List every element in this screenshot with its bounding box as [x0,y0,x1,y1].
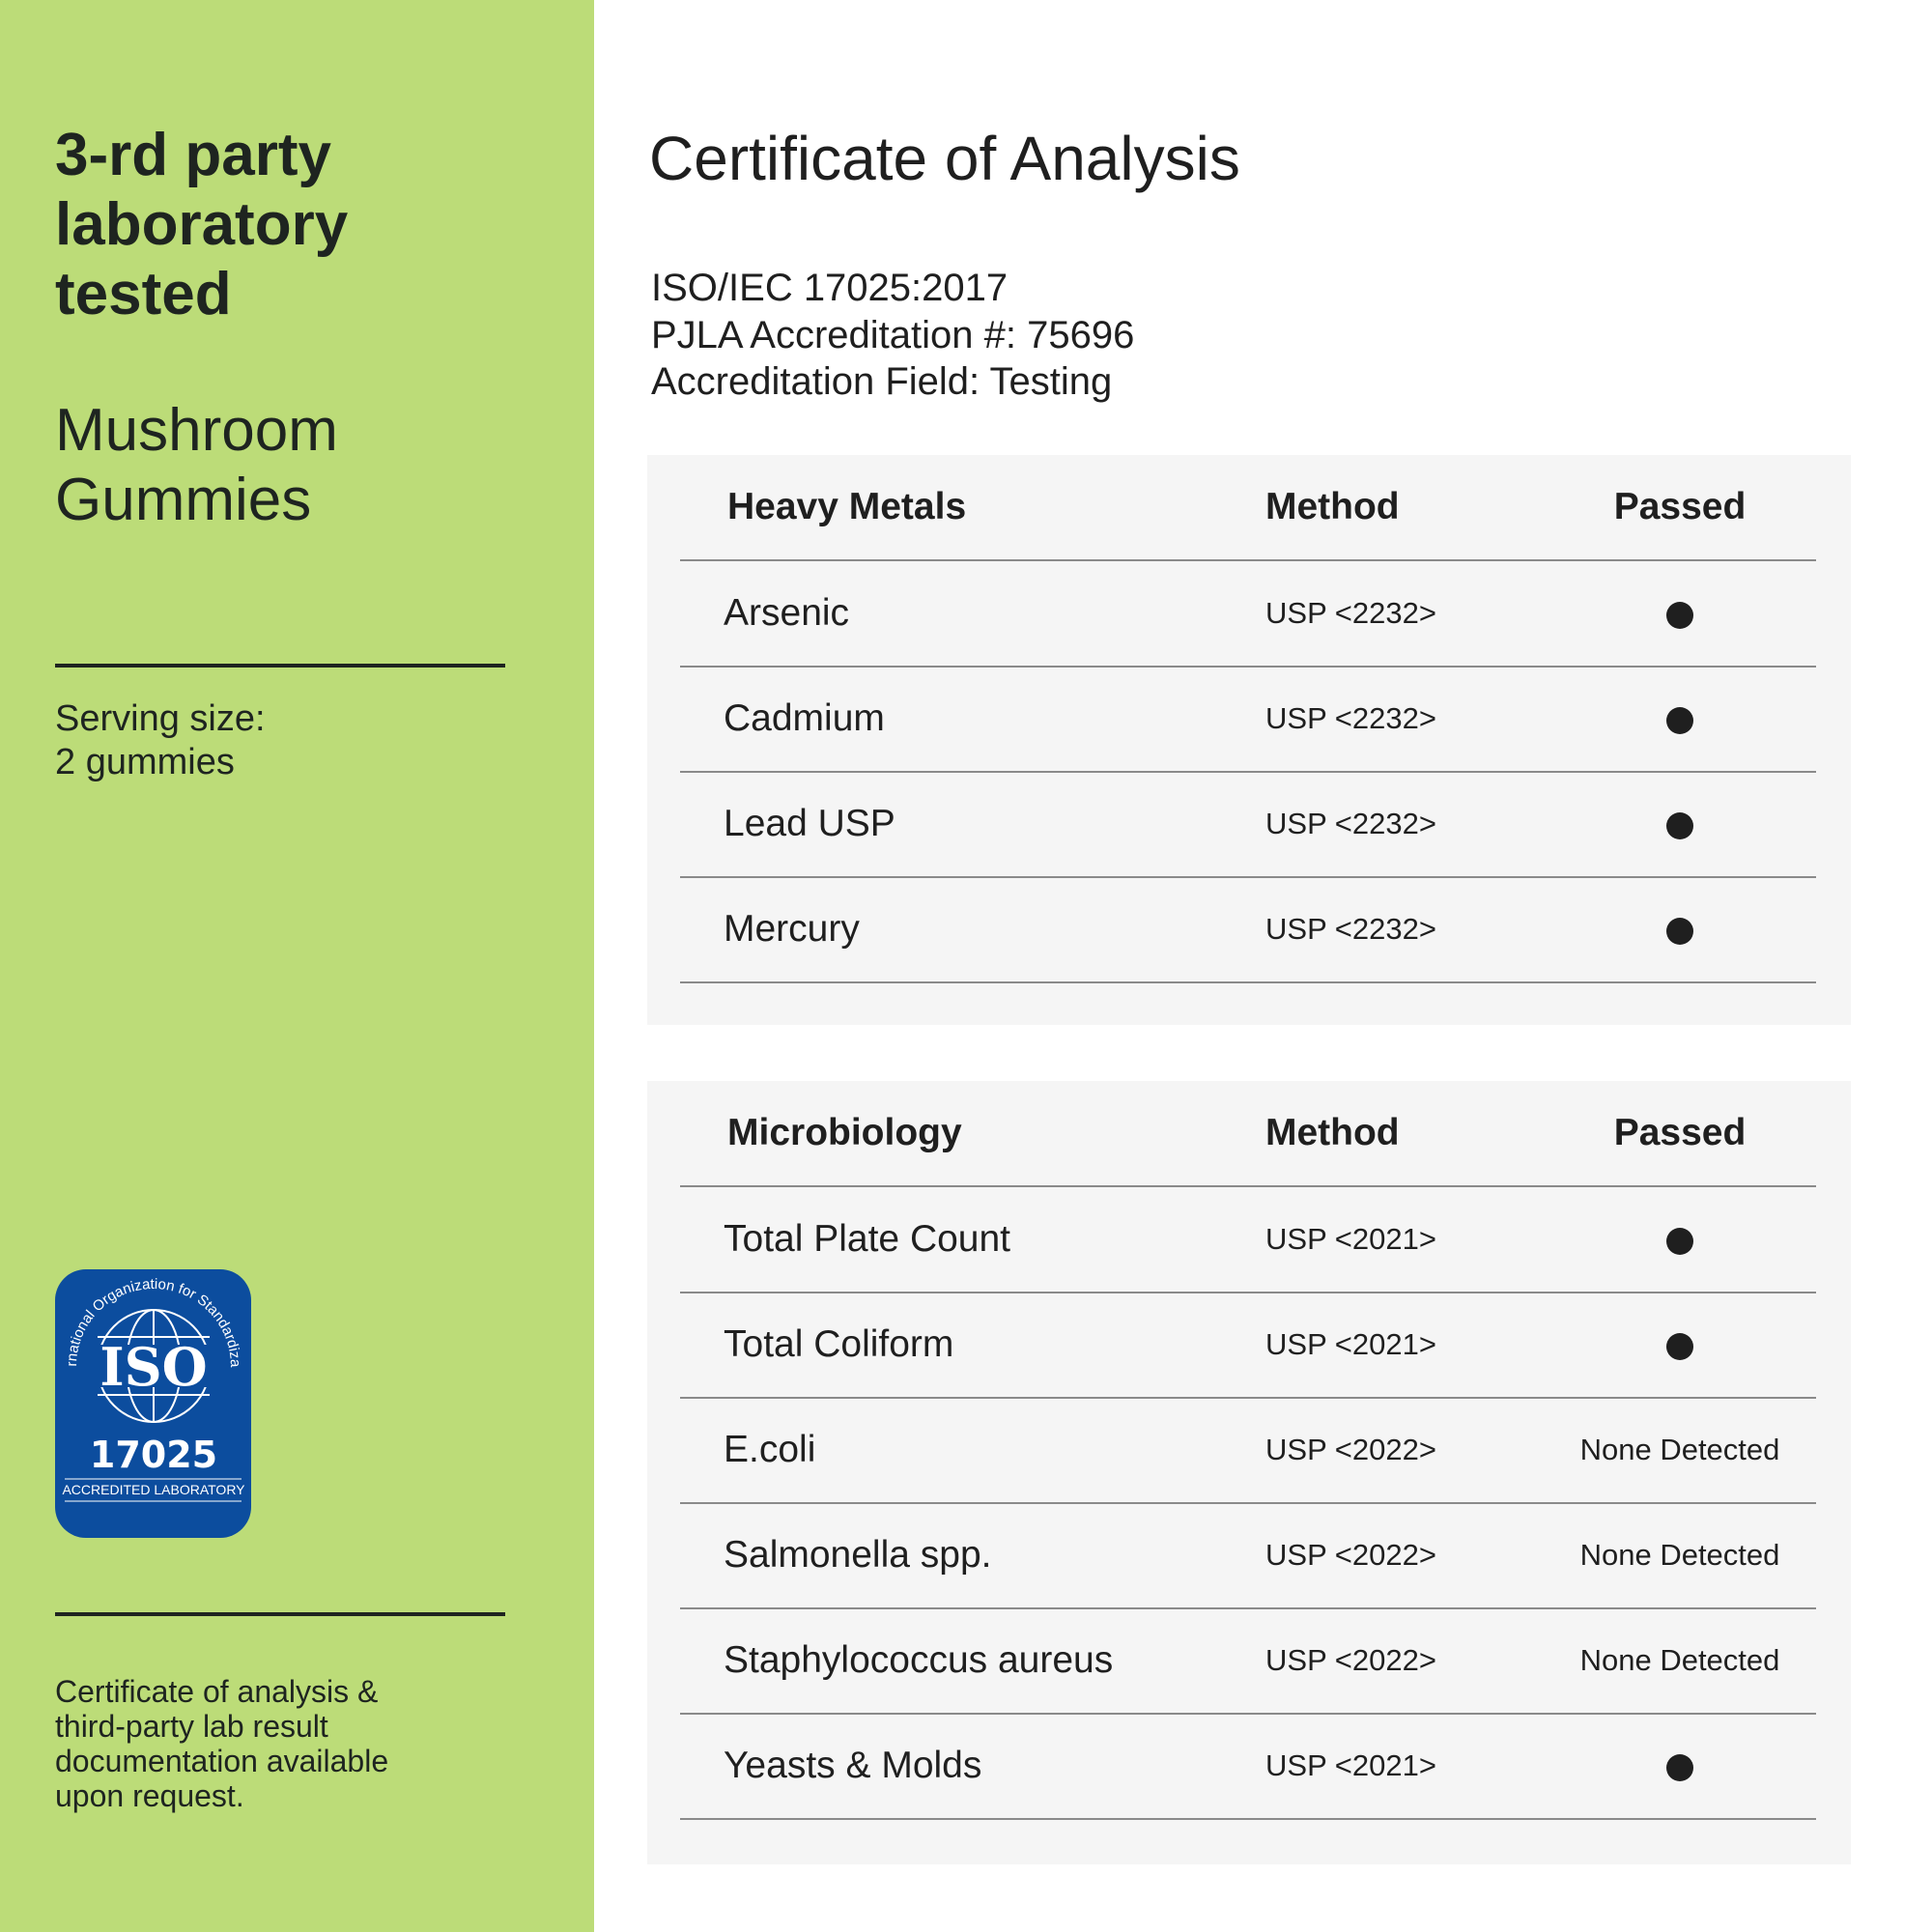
test-method: USP <2232> [1265,596,1436,630]
footer-line: third-party lab result [55,1709,328,1744]
passed-cell [1549,1714,1810,1818]
table-row: E.coli USP <2022> None Detected [680,1398,1816,1504]
table-header: Microbiology Method Passed [680,1081,1816,1187]
header-passed: Passed [1613,486,1747,527]
test-name: Staphylococcus aureus [724,1639,1114,1681]
footer-note: Certificate of analysis & third-party la… [55,1674,499,1813]
headline-line: laboratory [55,191,349,258]
serving-size: Serving size: 2 gummies [55,697,266,784]
passed-dot-icon [1666,811,1693,839]
table-row: Cadmium USP <2232> [680,667,1816,773]
passed-cell [1549,772,1810,876]
test-name: Cadmium [724,697,885,739]
header-category: Microbiology [727,1112,962,1153]
passed-cell [1549,667,1810,771]
passed-cell [1549,1293,1810,1397]
passed-dot-icon [1666,917,1693,945]
iso-17025-badge: International Organization for Standardi… [55,1269,251,1538]
iso-globe-logo: International Organization for Standardi… [55,1269,245,1502]
passed-dot-icon [1666,1753,1693,1781]
table-row: Total Plate Count USP <2021> [680,1187,1816,1293]
serving-value: 2 gummies [55,742,235,782]
passed-result: None Detected [1579,1538,1780,1572]
test-method: USP <2232> [1265,807,1436,840]
test-name: Arsenic [724,592,850,634]
headline-line: 3-rd party [55,122,331,188]
test-name: Mercury [724,908,860,950]
microbiology-table: Microbiology Method Passed Total Plate Coun… [647,1081,1851,1864]
test-name: Lead USP [724,803,895,844]
accreditation-field: Accreditation Field: Testing [651,360,1113,403]
left-panel: 3-rd party laboratory tested Mushroom Gu… [0,0,594,1932]
passed-cell [1549,561,1810,666]
test-method: USP <2021> [1265,1222,1436,1256]
table-row: Lead USP USP <2232> [680,772,1816,878]
test-method: USP <2021> [1265,1327,1436,1361]
test-name: Total Coliform [724,1323,954,1365]
accreditation-number: PJLA Accreditation #: 75696 [651,313,1135,356]
table-row: Salmonella spp. USP <2022> None Detected [680,1503,1816,1609]
badge-logo-text: ISO [99,1336,207,1398]
footer-line: documentation available [55,1744,389,1778]
headline-line: tested [55,261,232,327]
header-method: Method [1265,1112,1400,1153]
test-method: USP <2232> [1265,912,1436,946]
passed-dot-icon [1666,601,1693,629]
accreditation-info: ISO/IEC 17025:2017 PJLA Accreditation #:… [651,265,1134,406]
test-name: E.coli [724,1429,816,1470]
iso-standard: ISO/IEC 17025:2017 [651,267,1009,309]
product-line: Mushroom [55,397,338,464]
test-method: USP <2022> [1265,1433,1436,1466]
table-row: Staphylococcus aureus USP <2022> None Dete… [680,1608,1816,1715]
test-method: USP <2021> [1265,1748,1436,1782]
product-line: Gummies [55,467,312,533]
footer-line: upon request. [55,1778,244,1813]
page-title: Certificate of Analysis [649,124,1240,193]
table-row: Total Coliform USP <2021> [680,1293,1816,1399]
test-name: Salmonella spp. [724,1534,992,1576]
test-method: USP <2022> [1265,1643,1436,1677]
test-name: Total Plate Count [724,1218,1011,1260]
passed-result: None Detected [1579,1433,1780,1466]
test-name: Yeasts & Molds [724,1745,982,1786]
badge-caption: ACCREDITED LABORATORY [62,1482,245,1497]
footer-line: Certificate of analysis & [55,1674,379,1709]
table-row: Arsenic USP <2232> [680,561,1816,668]
table-row: Mercury USP <2232> [680,877,1816,983]
passed-result: None Detected [1579,1643,1780,1677]
badge-number: 17025 [90,1434,217,1476]
heavy-metals-table: Heavy Metals Method Passed Arsenic USP <2232… [647,455,1851,1025]
divider [55,664,505,668]
table-header: Heavy Metals Method Passed [680,455,1816,561]
test-method: USP <2022> [1265,1538,1436,1572]
header-method: Method [1265,486,1400,527]
passed-dot-icon [1666,1227,1693,1255]
table-row: Yeasts & Molds USP <2021> [680,1714,1816,1820]
serving-label: Serving size: [55,698,266,739]
passed-cell [1549,1187,1810,1292]
header-category: Heavy Metals [727,486,967,527]
passed-dot-icon [1666,1332,1693,1360]
headline: 3-rd party laboratory tested [55,121,557,329]
passed-dot-icon [1666,706,1693,734]
test-method: USP <2232> [1265,701,1436,735]
divider [55,1612,505,1616]
header-passed: Passed [1613,1112,1747,1153]
product-name: Mushroom Gummies [55,396,557,535]
passed-cell [1549,877,1810,981]
